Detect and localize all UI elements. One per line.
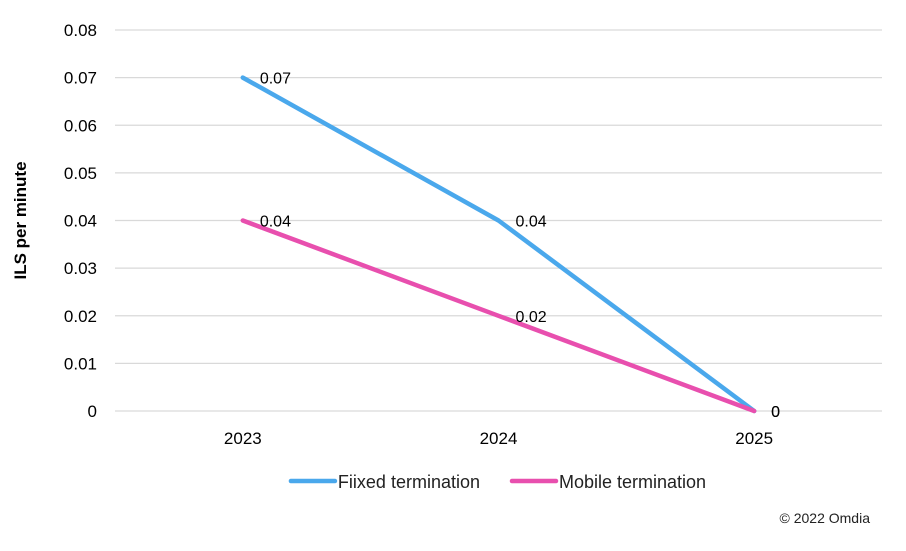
data-label: 0	[771, 404, 780, 421]
y-tick-label: 0.08	[64, 21, 97, 40]
data-label: 0.02	[516, 309, 547, 326]
x-tick-label: 2023	[224, 429, 262, 448]
y-tick-label: 0.03	[64, 259, 97, 278]
legend: Fiixed termination Mobile termination	[288, 472, 706, 492]
copyright-credit: © 2022 Omdia	[780, 510, 871, 526]
y-tick-label: 0.05	[64, 164, 97, 183]
x-tick-label: 2025	[735, 429, 773, 448]
y-tick-label: 0.07	[64, 69, 97, 88]
y-axis-ticks: 0 0.01 0.02 0.03 0.04 0.05 0.06 0.07 0.08	[64, 21, 97, 421]
data-label: 0.04	[260, 214, 291, 231]
y-axis-label: ILS per minute	[11, 161, 30, 279]
x-tick-label: 2024	[480, 429, 518, 448]
legend-label: Mobile termination	[559, 472, 706, 492]
data-label: 0.07	[260, 71, 291, 88]
legend-label: Fiixed termination	[338, 472, 480, 492]
y-tick-label: 0	[88, 402, 97, 421]
y-tick-label: 0.04	[64, 212, 97, 231]
data-label: 0.04	[516, 214, 547, 231]
legend-item: Mobile termination	[509, 472, 706, 492]
y-tick-label: 0.06	[64, 116, 97, 135]
x-axis-ticks: 2023 2024 2025	[224, 429, 773, 448]
legend-item: Fiixed termination	[288, 472, 480, 492]
y-tick-label: 0.02	[64, 307, 97, 326]
data-label: 0	[771, 404, 780, 421]
series-line-0	[240, 75, 757, 414]
y-tick-label: 0.01	[64, 354, 97, 373]
series-lines	[240, 75, 757, 414]
